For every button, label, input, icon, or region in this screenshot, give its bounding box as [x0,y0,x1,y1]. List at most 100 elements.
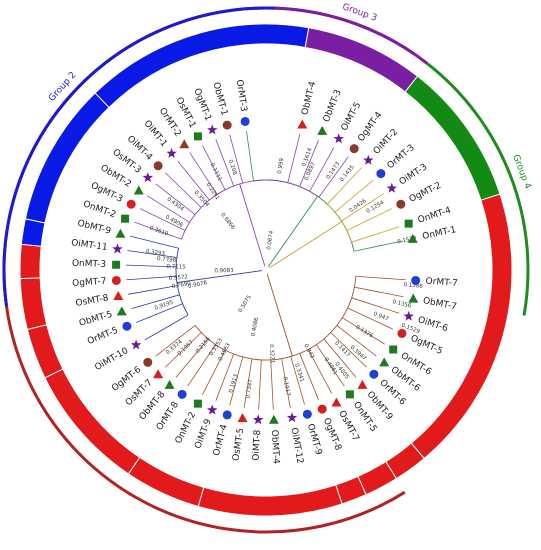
leaf-label: OiMT-9 [193,418,214,451]
tree-branch [346,208,393,231]
circle-marker [126,199,136,209]
tree-branch [127,250,177,258]
bootstrap-value: 0.0674 [266,230,275,250]
leaf-label: OnMT-4 [417,206,453,226]
star-marker [403,310,414,321]
leaf-label: OrMT-7 [425,277,458,289]
leaf-label: OgMT-5 [409,334,444,358]
tree-branch [315,344,345,387]
tree-branch [342,317,385,345]
tree-branch [353,240,404,252]
tree-branch [334,179,374,213]
bootstrap-value: 0.7690 [171,281,191,290]
circle-marker [397,328,407,338]
tree-branch [147,195,190,223]
tree-branch [355,275,406,281]
circle-marker [153,161,163,171]
tree-branch [269,221,343,269]
tree-branch [134,221,182,240]
leaf-label: OgMT-4 [356,110,384,144]
tree-branch [239,183,266,267]
tree-branch [177,160,210,201]
group-arc [2,6,276,307]
leaf-label: OiMT-12 [288,427,304,465]
leaf-label: ObMT-7 [422,296,457,312]
bootstrap-value: 0.3610 [149,225,170,237]
triangle-marker [164,379,175,389]
leaf-label: OrMT-3 [234,79,248,112]
tree-branch [229,356,244,406]
bootstrap-value: 0.7798 [157,256,177,264]
tree-branch [155,183,196,215]
bootstrap-value: 0.4086 [251,317,261,338]
circle-marker [143,357,153,367]
bootstrap-value: 0.1111 [209,162,223,182]
tree-branch [189,152,218,195]
bootstrap-value: 0.5075 [238,294,254,314]
triangle-marker [331,397,342,407]
bootstrap-value: 0.1356 [392,299,413,310]
square-marker [193,399,202,408]
star-marker [166,147,177,158]
bootstrap-value: 0.3221 [268,344,275,364]
bootstrap-value: 0.9572 [169,274,189,282]
triangle-marker [268,414,279,424]
bootstrap-value: 0.947 [372,311,389,323]
circle-marker [222,410,232,420]
triangle-marker [297,119,308,129]
triangle-marker [113,291,124,301]
circle-marker [317,404,327,414]
square-marker [112,260,121,269]
leaf-label: OgMT-1 [191,87,213,123]
tree-branch [351,297,400,314]
leaf-label: OgMT-2 [408,181,443,205]
tree-branch [270,359,274,410]
circle-marker [411,275,421,285]
tree-branch [202,350,226,395]
species-markers [111,116,421,425]
tree-branch [243,358,253,409]
triangle-marker [115,228,126,238]
tree-branch [130,235,179,249]
orthogroup-label: OG03 [25,290,38,317]
tree-branch [327,203,353,243]
orthogroup-segment [19,243,42,280]
triangle-marker [179,139,190,149]
triangle-marker [153,369,164,379]
tree-branch [175,248,189,316]
star-marker [252,414,264,425]
tree-branch [215,139,235,187]
tree-branch [131,294,180,309]
leaf-label: OiMT-5 [340,101,364,133]
triangle-marker [237,413,248,423]
tree-branch [258,359,262,410]
star-marker [207,404,218,415]
tree-branch [351,226,400,243]
tree-branch [128,285,178,295]
bootstrap-value: 0.9083 [214,268,234,274]
star-marker [207,124,218,135]
triangle-marker [407,233,418,243]
bootstrap-value: 0.3293 [145,249,165,258]
tree-branch [136,303,183,323]
tree-branch [187,344,217,387]
tree-branch [341,193,384,222]
group-arc [275,6,429,65]
orthogroup-label: OG00 [257,501,283,511]
circle-marker [240,116,250,126]
leaf-label: OrMT-9 [305,423,324,457]
tree-branch [309,147,335,192]
star-marker [112,243,123,254]
leaf-label: OsMT-5 [231,427,246,461]
triangle-marker [357,379,368,389]
triangle-marker [116,306,127,316]
group-label: Group 2 [47,70,79,103]
leaf-label: ObMT-4 [269,430,281,465]
bootstrap-value: 0.1254 [366,200,386,215]
square-marker [404,219,413,228]
leaf-label: OrMT-5 [86,326,120,347]
leaf-label: OiMT-3 [398,162,429,187]
leaf-label: ObMT-1 [210,81,229,117]
tree-branch [181,179,320,240]
star-marker [363,154,374,165]
